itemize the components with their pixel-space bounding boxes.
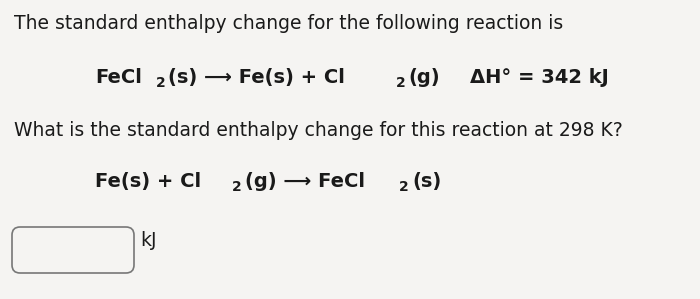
Text: kJ: kJ: [140, 231, 157, 250]
Text: (s): (s): [412, 172, 441, 191]
Text: 2: 2: [396, 76, 406, 90]
FancyBboxPatch shape: [12, 227, 134, 273]
Text: 2: 2: [155, 76, 165, 90]
Text: 2: 2: [400, 180, 409, 194]
Text: What is the standard enthalpy change for this reaction at 298 K?: What is the standard enthalpy change for…: [14, 121, 623, 140]
Text: (g) ⟶ FeCl: (g) ⟶ FeCl: [244, 172, 365, 191]
Text: 2: 2: [232, 180, 242, 194]
Text: FeCl: FeCl: [95, 68, 142, 87]
Text: The standard enthalpy change for the following reaction is: The standard enthalpy change for the fol…: [14, 14, 569, 33]
Text: (g): (g): [409, 68, 440, 87]
Text: ΔH° = 342 kJ: ΔH° = 342 kJ: [470, 68, 608, 87]
Text: (s) ⟶ Fe(s) + Cl: (s) ⟶ Fe(s) + Cl: [168, 68, 345, 87]
Text: Fe(s) + Cl: Fe(s) + Cl: [95, 172, 201, 191]
